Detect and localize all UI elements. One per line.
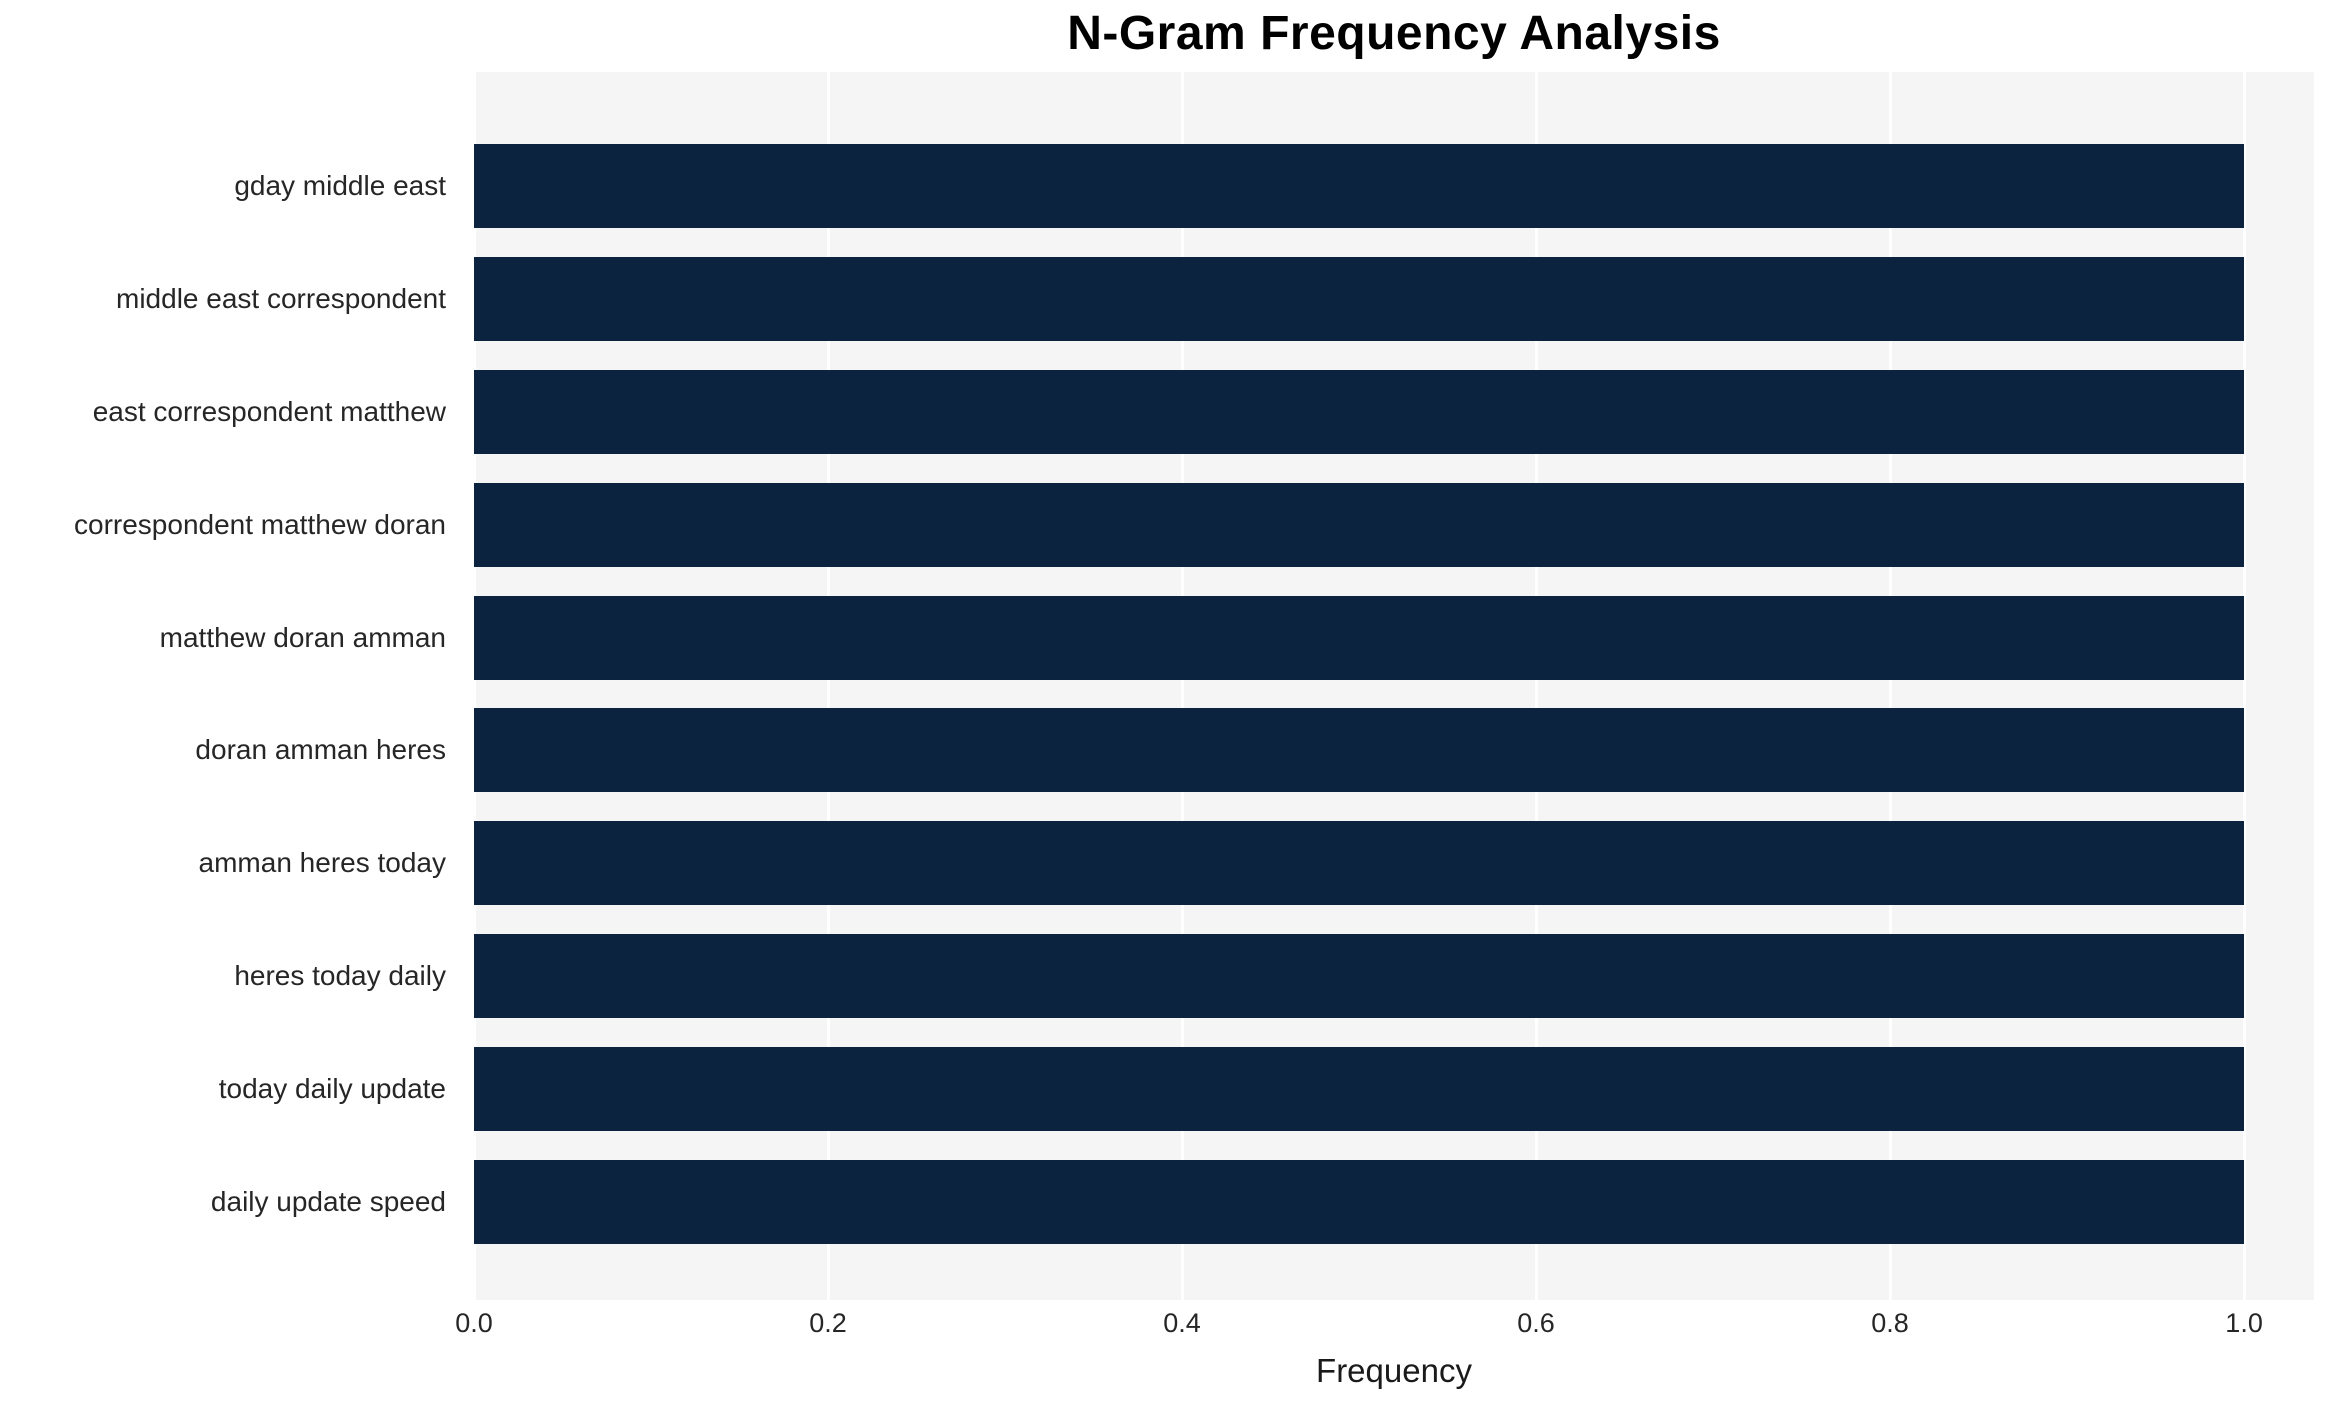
x-tick-label: 0.2 bbox=[809, 1308, 847, 1338]
bar bbox=[474, 933, 2245, 1018]
bar-row bbox=[474, 468, 2314, 581]
bar bbox=[474, 1159, 2245, 1244]
y-tick-label: heres today daily bbox=[234, 959, 446, 991]
x-tick-label: 1.0 bbox=[2225, 1308, 2263, 1338]
plot-area bbox=[473, 72, 2314, 1300]
bar-row bbox=[474, 920, 2314, 1033]
gridline bbox=[2243, 72, 2247, 1300]
bar bbox=[474, 595, 2245, 680]
bar-row bbox=[474, 807, 2314, 920]
y-tick-label: gday middle east bbox=[234, 170, 446, 202]
y-axis-labels: gday middle east middle east corresponden… bbox=[0, 72, 460, 1300]
bar-row bbox=[474, 1145, 2314, 1258]
bar-row bbox=[474, 1032, 2314, 1145]
y-tick-label: correspondent matthew doran bbox=[74, 508, 446, 540]
y-tick-label: matthew doran amman bbox=[159, 621, 446, 653]
bar-row bbox=[474, 581, 2314, 694]
y-tick-label: amman heres today bbox=[198, 847, 446, 879]
bar bbox=[474, 482, 2245, 567]
x-tick-label: 0.8 bbox=[1871, 1308, 1909, 1338]
bar bbox=[474, 369, 2245, 454]
bar-row bbox=[474, 694, 2314, 807]
bar bbox=[474, 144, 2245, 229]
y-tick-label: east correspondent matthew bbox=[92, 395, 446, 427]
x-axis-ticks: 0.0 0.2 0.4 0.6 0.8 1.0 bbox=[455, 1308, 2314, 1344]
bar bbox=[474, 1046, 2245, 1131]
x-tick-label: 0.6 bbox=[1517, 1308, 1555, 1338]
y-tick-label: middle east correspondent bbox=[116, 283, 446, 315]
gridline bbox=[1181, 72, 1185, 1300]
y-tick-label: daily update speed bbox=[210, 1185, 446, 1217]
x-tick-label: 0.0 bbox=[455, 1308, 493, 1338]
bar bbox=[474, 821, 2245, 906]
gridline bbox=[473, 72, 476, 1300]
gridline bbox=[827, 72, 831, 1300]
x-axis-title: Frequency bbox=[1316, 1352, 1472, 1389]
chart-title: N-Gram Frequency Analysis bbox=[1067, 7, 1721, 60]
x-tick-label: 0.4 bbox=[1163, 1308, 1201, 1338]
gridline bbox=[1889, 72, 1893, 1300]
gridline bbox=[1535, 72, 1539, 1300]
y-tick-label: doran amman heres bbox=[195, 734, 446, 766]
bar-row bbox=[474, 356, 2314, 469]
bar bbox=[474, 257, 2245, 342]
bar-row bbox=[474, 130, 2314, 243]
bar bbox=[474, 708, 2245, 793]
y-tick-label: today daily update bbox=[218, 1072, 446, 1104]
bar-row bbox=[474, 243, 2314, 356]
